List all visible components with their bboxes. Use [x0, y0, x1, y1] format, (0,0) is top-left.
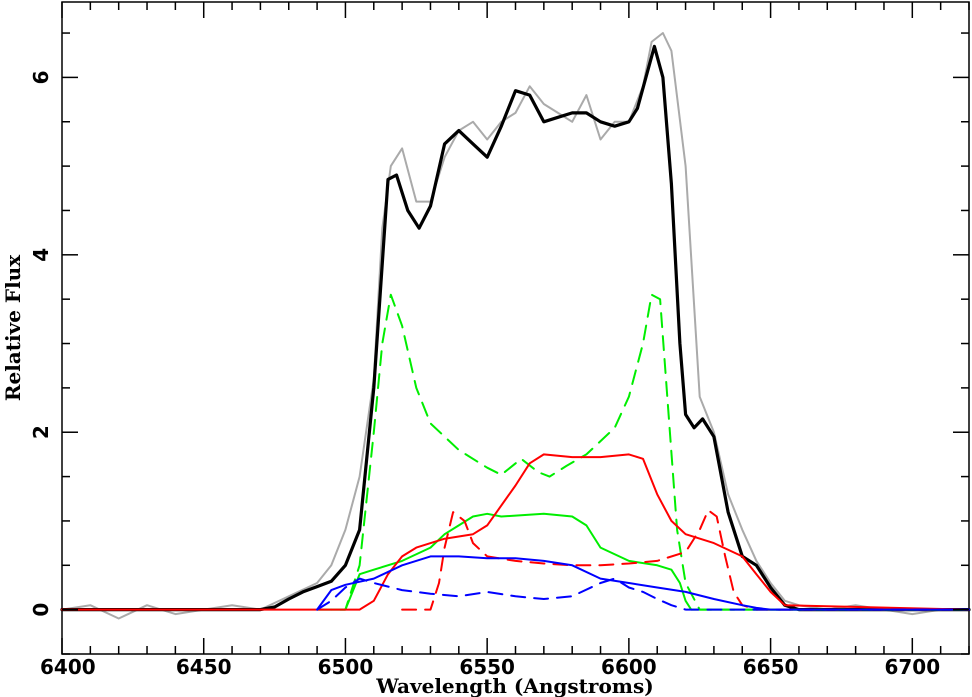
x-tick-label: 6500	[318, 655, 374, 679]
y-tick-label: 2	[29, 425, 53, 439]
y-tick-label: 6	[29, 70, 53, 84]
series-line-observed	[61, 32, 970, 620]
series-line-red-solid	[61, 453, 970, 611]
x-axis-label: Wavelength (Angstroms)	[375, 674, 653, 697]
y-tick-label: 0	[29, 603, 53, 617]
x-tick-label: 6600	[601, 655, 657, 679]
y-axis-label: Relative Flux	[1, 254, 25, 401]
series-line-blue-dashed	[316, 577, 970, 611]
x-tick-label: 6450	[176, 655, 232, 679]
y-tick-label: 4	[29, 248, 53, 262]
x-tick-label: 6400	[40, 655, 96, 679]
series-line-green-solid	[330, 512, 970, 611]
series-line-model-total	[60, 44, 971, 612]
series-line-red-dashed	[401, 509, 970, 611]
series-line-blue-solid	[316, 555, 970, 611]
x-tick-label: 6550	[459, 655, 515, 679]
plot-frame	[61, 1, 970, 655]
x-tick-label: 6650	[743, 655, 799, 679]
series-layer	[60, 32, 971, 620]
x-tick-label: 6700	[884, 655, 940, 679]
tick-layer: 6400 6450 6500 6550 6600 6650 6700 0 2 4 6	[29, 2, 970, 679]
